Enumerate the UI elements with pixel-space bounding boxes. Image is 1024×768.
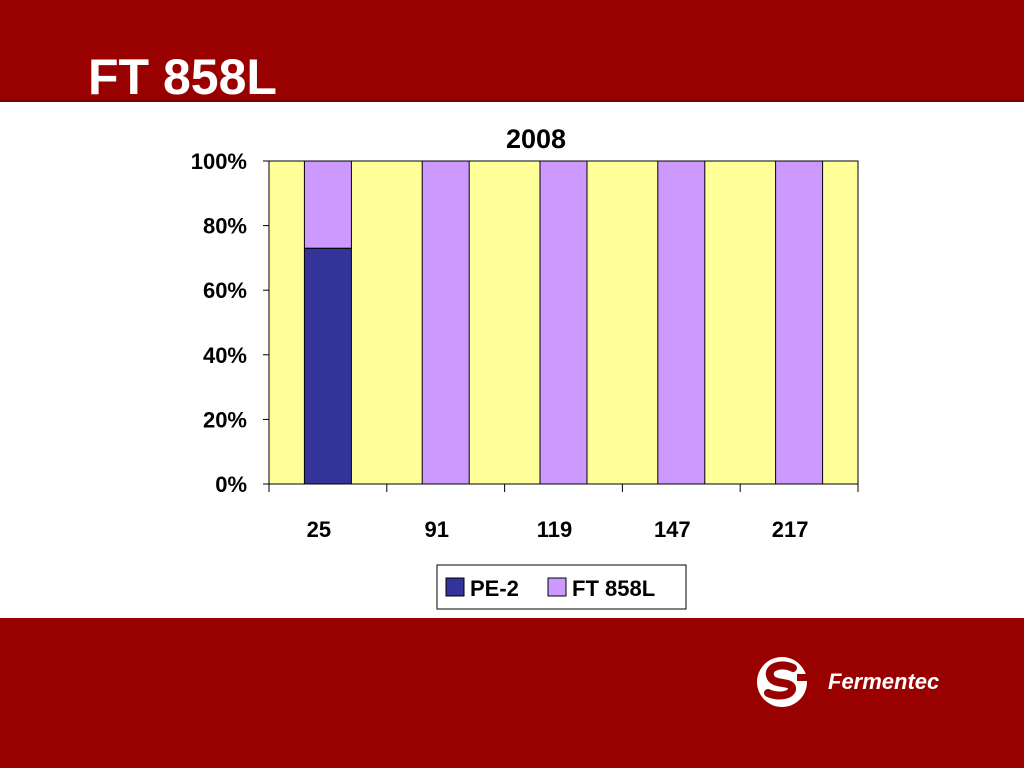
bar-ft858l-119 <box>539 160 588 485</box>
stacked-bar-chart: 2008 0% 20% 40% 60% 80% 100% 25 91 119 147 217 PE-… <box>191 124 859 610</box>
x-tick-label: 147 <box>654 517 691 542</box>
chart-title: 2008 <box>506 124 566 154</box>
legend-swatch-ft858l <box>547 577 567 597</box>
bar-ft858l-91 <box>421 160 470 485</box>
bar-ft858l-147 <box>657 160 706 485</box>
x-tick-label: 25 <box>307 517 331 542</box>
legend-label-pe2: PE-2 <box>470 576 519 601</box>
x-tick-label: 119 <box>537 517 573 542</box>
x-tick-label: 91 <box>424 517 448 542</box>
legend: PE-2 FT 858L <box>436 564 687 610</box>
fermentec-logo: Fermentec <box>752 654 992 710</box>
y-tick-label: 60% <box>203 278 247 303</box>
y-tick-label: 20% <box>203 407 247 432</box>
y-tick-label: 40% <box>203 343 247 368</box>
bar-ft858l-217 <box>775 160 824 485</box>
logo-text: Fermentec <box>828 669 940 694</box>
slide-title: FT 858L <box>88 49 277 105</box>
header-band <box>0 0 1024 100</box>
bar-pe2-25 <box>303 247 352 485</box>
fermentec-s-logo-icon <box>757 657 811 707</box>
y-tick-label: 80% <box>203 214 247 239</box>
header-divider <box>0 100 1024 102</box>
bars-group <box>303 160 824 485</box>
axes-group: 0% 20% 40% 60% 80% 100% 25 91 119 147 217 <box>191 149 859 542</box>
y-tick-label: 0% <box>215 472 247 497</box>
legend-label-ft858l: FT 858L <box>572 576 655 601</box>
x-tick-label: 217 <box>772 517 809 542</box>
y-tick-label: 100% <box>191 149 247 174</box>
bar-ft858l-25 <box>303 160 352 249</box>
footer-band <box>0 618 1024 768</box>
legend-swatch-pe2 <box>445 577 465 597</box>
